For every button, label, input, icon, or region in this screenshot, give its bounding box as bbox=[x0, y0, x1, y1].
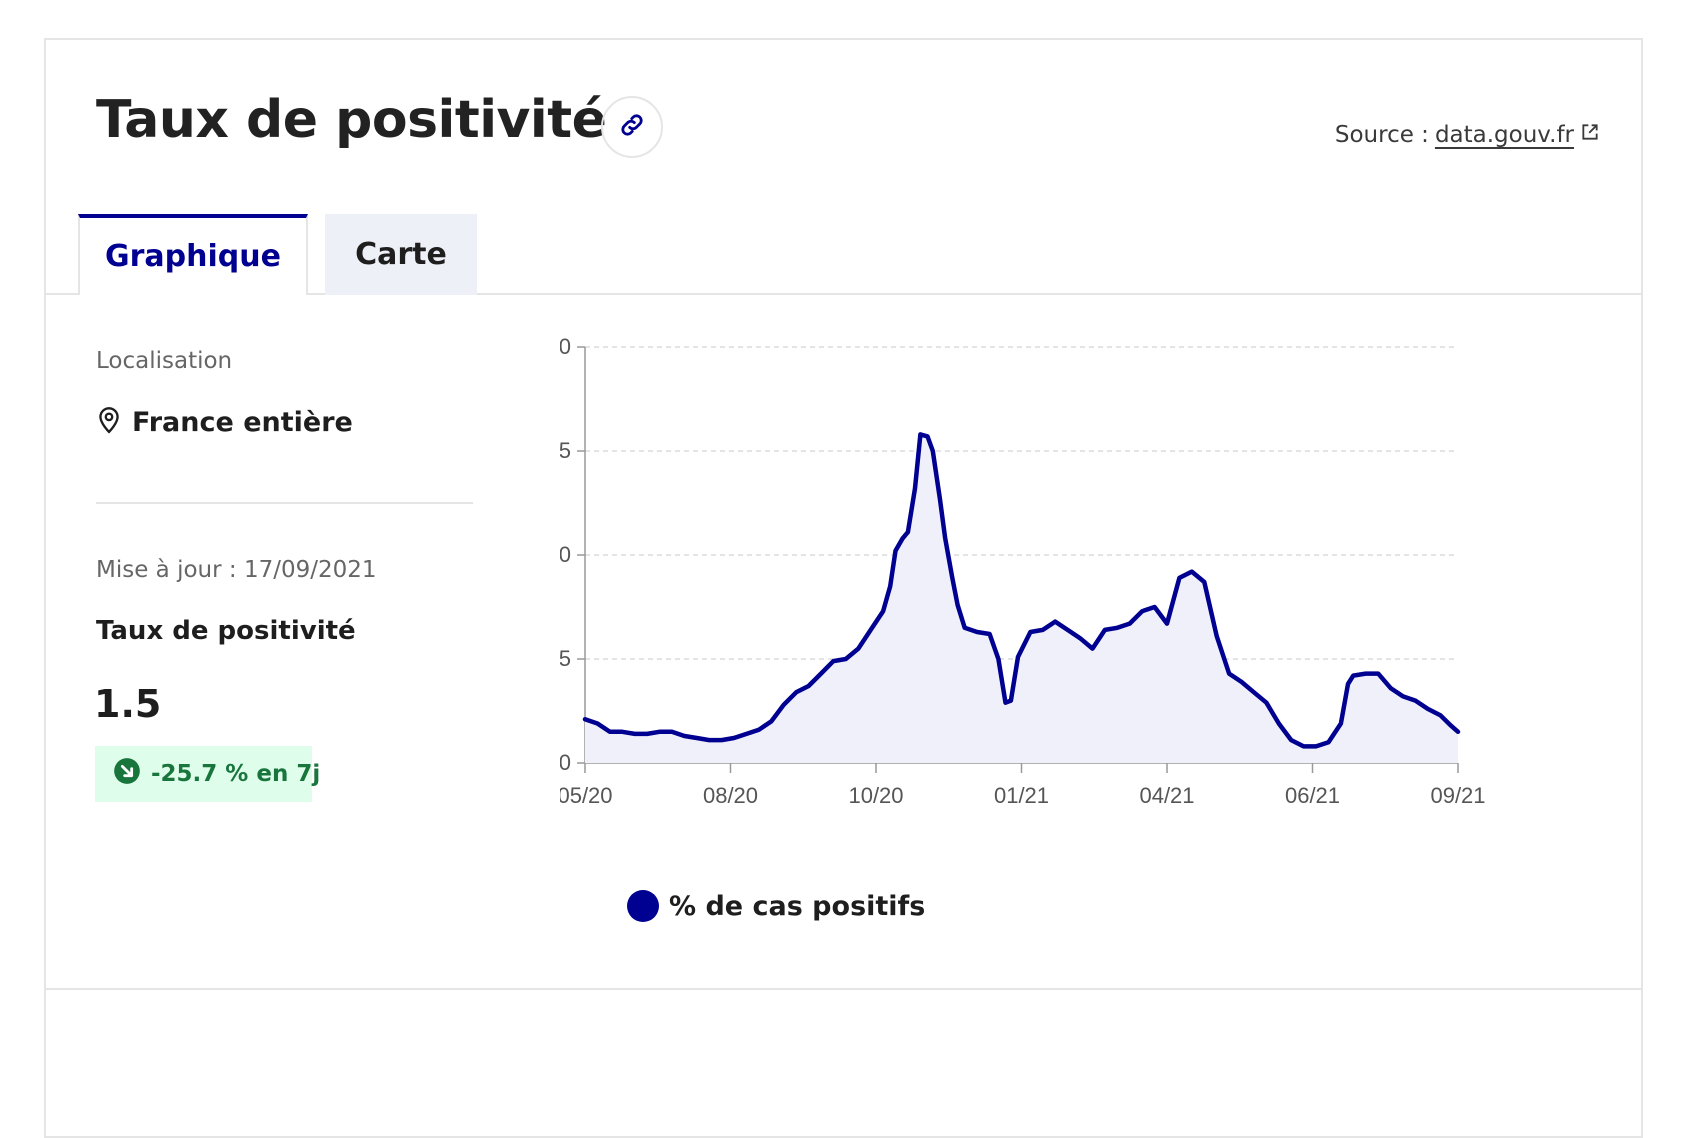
tab-carte[interactable]: Carte bbox=[325, 214, 477, 295]
location-value: France entière bbox=[132, 407, 353, 438]
tab-graphique[interactable]: Graphique bbox=[78, 214, 308, 295]
external-link-icon bbox=[1580, 122, 1600, 148]
link-icon bbox=[618, 111, 646, 143]
next-card-edge bbox=[44, 988, 1643, 1010]
arrow-down-right-icon bbox=[113, 757, 141, 791]
x-tick-label: 10/20 bbox=[848, 783, 903, 808]
series-area bbox=[585, 434, 1458, 763]
update-date: Mise à jour : 17/09/2021 bbox=[96, 557, 377, 583]
source-info: Source : data.gouv.fr bbox=[1335, 122, 1600, 148]
trend-badge: -25.7 % en 7j bbox=[95, 746, 320, 802]
legend-marker bbox=[627, 890, 659, 922]
copy-link-button[interactable] bbox=[601, 96, 663, 158]
x-tick-label: 09/21 bbox=[1430, 783, 1485, 808]
x-tick-label: 05/20 bbox=[560, 783, 613, 808]
tabs-divider bbox=[44, 293, 1643, 295]
series-line bbox=[582, 432, 1461, 749]
legend-label: % de cas positifs bbox=[669, 890, 926, 922]
metric-value: 1.5 bbox=[94, 682, 162, 726]
y-tick-label: 5 bbox=[560, 646, 571, 671]
y-tick-label: 15 bbox=[560, 438, 571, 463]
x-tick-label: 04/21 bbox=[1139, 783, 1194, 808]
location-selector[interactable]: France entière bbox=[96, 404, 353, 441]
sidebar-divider bbox=[96, 502, 473, 504]
x-tick-label: 01/21 bbox=[994, 783, 1049, 808]
x-tick-label: 06/21 bbox=[1285, 783, 1340, 808]
source-link[interactable]: data.gouv.fr bbox=[1434, 122, 1574, 148]
y-tick-label: 20 bbox=[560, 334, 571, 359]
metric-label: Taux de positivité bbox=[96, 616, 356, 646]
trend-text: -25.7 % en 7j bbox=[151, 761, 321, 787]
y-tick-label: 10 bbox=[560, 542, 571, 567]
positivity-chart: 0 5 10 15 20 05/20 08/20 10/20 01/21 04/21 06/21 09… bbox=[560, 334, 1486, 808]
location-label: Localisation bbox=[96, 348, 233, 374]
chart-legend: % de cas positifs bbox=[627, 890, 925, 922]
page-title: Taux de positivité bbox=[96, 90, 607, 150]
x-tick-label: 08/20 bbox=[703, 783, 758, 808]
location-pin-icon bbox=[96, 404, 122, 441]
y-tick-label: 0 bbox=[560, 750, 571, 775]
source-prefix: Source : bbox=[1334, 122, 1429, 148]
